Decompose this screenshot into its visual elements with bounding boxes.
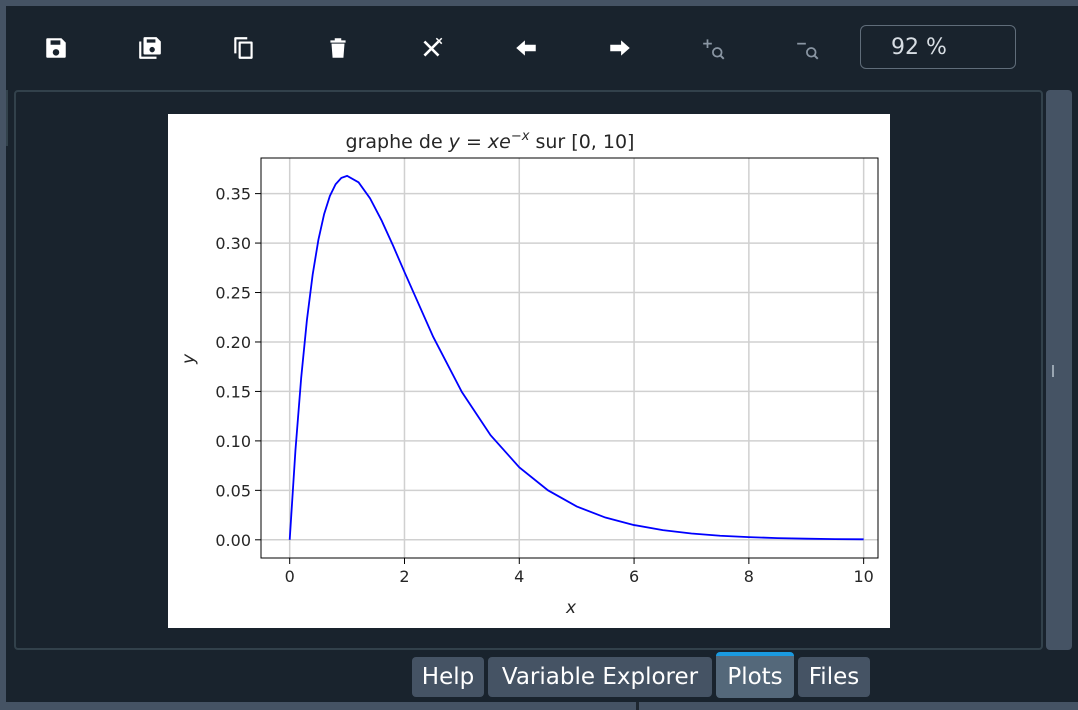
right-scrollbar[interactable]: [1046, 90, 1072, 650]
y-tick-label: 0.20: [215, 333, 251, 352]
tab-plots[interactable]: Plots: [716, 652, 794, 698]
pane-splitter[interactable]: [6, 60, 8, 146]
scrollbar-handle[interactable]: [1052, 365, 1054, 377]
y-axis-ticks: 0.00 0.05 0.10 0.15 0.20 0.25 0.30 0.35: [215, 185, 261, 550]
trash-icon: [330, 38, 346, 58]
zoom-out-button[interactable]: [783, 23, 833, 73]
x-tick-label: 4: [514, 567, 524, 586]
zoom-out-icon: [797, 42, 819, 60]
y-tick-label: 0.30: [215, 234, 251, 253]
save-icon: [46, 38, 66, 58]
line-chart: 0 2 4 6 8 10 0.00 0.05 0.10 0.15 0.20 0.25 0.30 0.35…: [168, 114, 890, 628]
y-tick-label: 0.35: [215, 185, 251, 204]
y-tick-label: 0.10: [215, 432, 251, 451]
y-tick-label: 0.05: [215, 481, 251, 500]
tab-variable-explorer-label: Variable Explorer: [501, 664, 699, 690]
tab-help-label: Help: [421, 664, 475, 690]
tab-help[interactable]: Help: [412, 657, 484, 697]
zoom-in-icon: [703, 39, 725, 60]
next-plot-button[interactable]: [595, 23, 645, 73]
save-plot-button[interactable]: [31, 23, 81, 73]
close-all-icon: [423, 37, 443, 57]
remove-plot-button[interactable]: [313, 23, 363, 73]
chart-grid: [261, 158, 878, 558]
chart-title-prefix: graphe de: [346, 131, 449, 153]
series-line: [288, 174, 864, 541]
plots-toolbar: [6, 6, 1078, 90]
save-all-icon: [139, 37, 161, 59]
zoom-in-button[interactable]: [689, 23, 739, 73]
previous-plot-button[interactable]: [501, 23, 551, 73]
plot-figure: 0 2 4 6 8 10 0.00 0.05 0.10 0.15 0.20 0.25 0.30 0.35…: [168, 114, 890, 628]
chart-title: graphe de y = xe−x sur [0, 10]: [346, 129, 635, 153]
y-tick-label: 0.25: [215, 284, 251, 303]
chart-title-math: y = xe: [448, 131, 511, 153]
save-all-plots-button[interactable]: [125, 23, 175, 73]
x-tick-label: 0: [285, 567, 295, 586]
tab-files-label: Files: [808, 664, 860, 690]
arrow-right-icon: [610, 40, 630, 56]
y-axis-label: y: [179, 353, 199, 365]
axes-frame: [260, 157, 879, 559]
zoom-level-value: 92 %: [891, 34, 947, 60]
copy-plot-button[interactable]: [219, 23, 269, 73]
tab-variable-explorer[interactable]: Variable Explorer: [488, 657, 712, 697]
figure-background: [168, 114, 890, 628]
tab-plots-label: Plots: [727, 664, 783, 690]
remove-all-plots-button[interactable]: [407, 23, 457, 73]
x-axis-ticks: 0 2 4 6 8 10: [285, 558, 874, 586]
x-tick-label: 6: [629, 567, 639, 586]
zoom-level-field[interactable]: 92 %: [860, 25, 1016, 69]
chart-title-suffix: sur [0, 10]: [529, 131, 634, 153]
window-left-border: [0, 0, 6, 710]
copy-icon: [234, 37, 253, 59]
y-tick-label: 0.00: [215, 531, 251, 550]
window-top-border: [0, 0, 1078, 6]
x-tick-label: 8: [744, 567, 754, 586]
window-bottom-border: [6, 702, 1078, 710]
chart-title-exponent: −x: [511, 129, 530, 144]
x-axis-label: x: [565, 598, 577, 618]
tab-files[interactable]: Files: [798, 657, 870, 697]
bottom-splitter-notch: [636, 702, 639, 710]
x-tick-label: 2: [399, 567, 409, 586]
x-tick-label: 10: [853, 567, 873, 586]
y-tick-label: 0.15: [215, 382, 251, 401]
arrow-left-icon: [516, 40, 536, 56]
